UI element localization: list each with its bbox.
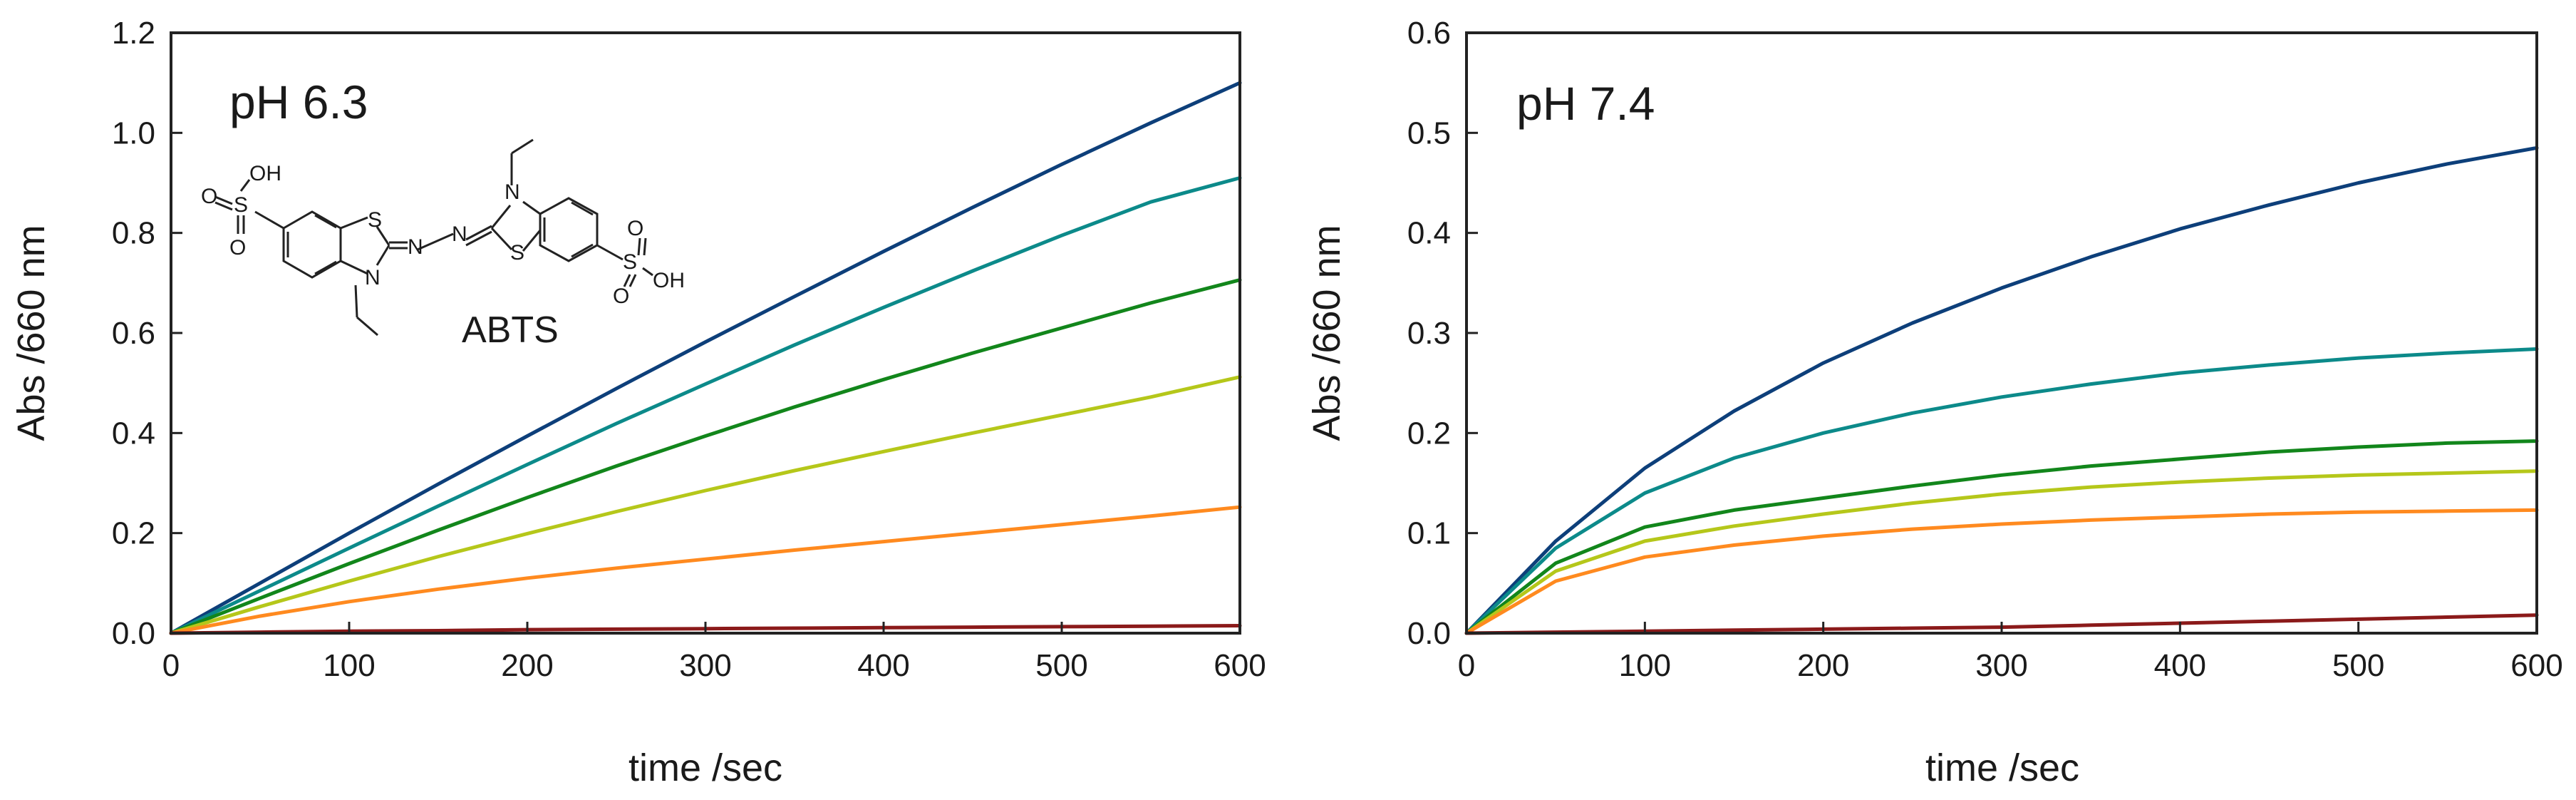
y-tick-label: 0.2 [112,516,155,551]
molecule-label: ABTS [462,309,559,351]
y-tick-label: 0.1 [1407,516,1451,551]
y-tick-label: 0.6 [1407,16,1451,51]
series-line-4 [1464,469,2539,635]
series-line-1 [1464,145,2539,635]
x-tick-label: 0 [1458,648,1475,683]
sulfonate-bonds [214,179,653,287]
y-axis-label: Abs /660 nm [10,225,53,441]
x-axis-label: time /sec [629,747,782,789]
series-line-1 [169,81,1242,635]
atom-n-azo-1: N [408,235,423,259]
x-tick-label: 0 [162,648,180,683]
x-tick-label: 100 [323,648,375,683]
x-tick-label: 600 [2510,648,2562,683]
atom-n-left-ring: N [365,266,381,289]
chart-panel-ph74: 0 100 200 300 400 500 600 0.0 0.1 0.2 0.3 0.4 0.5 0.6… [1305,16,2563,789]
x-tick-label: 300 [1975,648,2027,683]
x-tick-label: 600 [1214,648,1266,683]
abts-structure-drawing [254,138,624,337]
series-line-5 [1464,508,2539,635]
annotation-label: pH 6.3 [229,76,368,128]
atom-oh-right: OH [653,269,685,292]
atom-s-left: S [368,208,382,232]
atom-o-right-2: O [613,284,629,308]
y-tick-label: 0.8 [112,216,155,251]
series-layer [169,81,1242,635]
series-line-2 [169,176,1242,635]
ticks-layer: 0 100 200 300 400 500 600 0.0 0.1 0.2 0.3 0.4 0.5 0.6 [1407,16,2563,683]
x-tick-label: 500 [1035,648,1087,683]
y-tick-label: 1.0 [112,116,155,150]
x-tick-label: 400 [857,648,909,683]
abts-atom-labels: S N N N N S S OH O O S O O OH [201,162,685,308]
y-tick-label: 0.3 [1407,316,1451,351]
series-layer [1464,145,2539,635]
y-tick-label: 0.5 [1407,116,1451,150]
x-tick-label: 400 [2154,648,2206,683]
atom-o-left-1: O [201,185,217,208]
atom-oh-left: OH [249,162,281,185]
y-tick-label: 0.0 [1407,616,1451,651]
atom-o-left-2: O [229,236,246,260]
atom-s-right-sulfonate: S [623,250,637,274]
y-tick-label: 0.0 [112,616,155,651]
series-line-4 [169,375,1242,635]
x-tick-label: 100 [1619,648,1671,683]
y-tick-label: 1.2 [112,16,155,51]
y-tick-label: 0.4 [1407,216,1451,251]
x-tick-label: 300 [679,648,731,683]
chart-panel-ph63: 0 100 200 300 400 500 600 0.0 0.2 0.4 0.6 0.8 1.0 1.2… [10,16,1266,789]
atom-s-left-sulfonate: S [234,193,248,217]
atom-s-right: S [510,241,524,265]
atom-o-right-1: O [627,217,643,240]
x-tick-label: 200 [501,648,553,683]
y-tick-label: 0.2 [1407,416,1451,451]
atom-n-azo-2: N [452,222,467,246]
series-line-2 [1464,347,2539,635]
y-tick-label: 0.6 [112,316,155,351]
annotation-label: pH 7.4 [1516,77,1655,130]
series-line-3 [169,278,1242,635]
y-tick-label: 0.4 [112,416,155,451]
x-axis-label: time /sec [1925,747,2079,789]
ticks-layer: 0 100 200 300 400 500 600 0.0 0.2 0.4 0.6 0.8 1.0 1.2 [112,16,1266,683]
series-line-5 [169,505,1242,635]
series-line-3 [1464,439,2539,635]
y-axis-label: Abs /660 nm [1305,225,1348,441]
x-tick-label: 200 [1797,648,1849,683]
x-tick-label: 500 [2332,648,2384,683]
atom-n-right-ring: N [505,180,520,204]
